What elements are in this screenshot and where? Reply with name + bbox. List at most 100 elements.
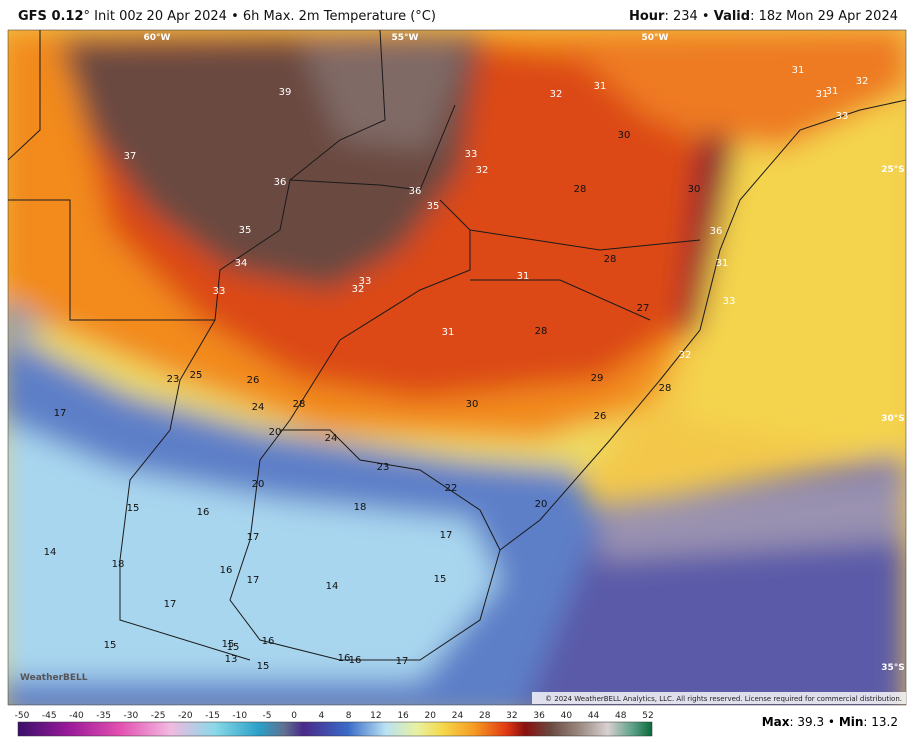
colorbar-tick-label: -5 <box>262 711 271 721</box>
temp-label: 15 <box>257 661 270 672</box>
temp-label: 14 <box>326 581 339 592</box>
model: GFS 0.12 <box>18 9 84 24</box>
temp-label: 18 <box>354 502 367 513</box>
colorbar-tick-label: 16 <box>397 711 409 721</box>
colorbar-tick-label: 20 <box>425 711 437 721</box>
temp-label: 35 <box>239 225 252 236</box>
colorbar-tick-label: 4 <box>319 711 325 721</box>
temp-label: 33 <box>213 286 226 297</box>
temp-label: 32 <box>352 284 365 295</box>
temp-label: 23 <box>167 374 180 385</box>
valid-value: : 18z Mon 29 Apr 2024 <box>750 9 898 24</box>
colorbar-tick-label: 32 <box>506 711 517 721</box>
colorbar-tick-label: -15 <box>205 711 220 721</box>
temp-label: 31 <box>792 65 805 76</box>
temp-label: 32 <box>856 76 869 87</box>
colorbar-tick-label: -10 <box>232 711 247 721</box>
temp-label: 33 <box>359 276 372 287</box>
colorbar-tick-label: -50 <box>15 711 30 721</box>
colorbar-tick-label: 40 <box>561 711 573 721</box>
temp-label: 35 <box>427 201 440 212</box>
max-value: : 39.3 • <box>789 715 839 729</box>
lon-label: 55°W <box>392 33 419 43</box>
temp-label: 22 <box>445 483 458 494</box>
temp-label: 31 <box>826 86 839 97</box>
temp-label: 26 <box>247 375 260 386</box>
temp-label: 15 <box>227 642 240 653</box>
temp-label: 17 <box>54 408 67 419</box>
valid-label: Valid <box>713 9 751 24</box>
run: ° Init 00z 20 Apr 2024 • 6h Max. 2m Temp… <box>83 9 436 24</box>
colorbar <box>17 721 653 737</box>
temp-label: 28 <box>659 383 672 394</box>
temp-label: 17 <box>396 656 409 667</box>
colorbar-tick-label: 8 <box>346 711 352 721</box>
lat-label: 25°S <box>881 165 905 175</box>
temp-label: 17 <box>247 532 260 543</box>
temp-label: 31 <box>594 81 607 92</box>
temp-label: 30 <box>688 184 701 195</box>
temp-label: 34 <box>235 258 248 269</box>
temp-label: 36 <box>710 226 723 237</box>
temp-label: 15 <box>222 639 235 650</box>
temp-label: 31 <box>716 258 729 269</box>
lat-label: 35°S <box>881 663 905 673</box>
temp-label: 24 <box>252 402 265 413</box>
temp-label: 31 <box>442 327 455 338</box>
hour-value: : 234 • <box>664 9 714 24</box>
temp-label: 27 <box>637 303 650 314</box>
temp-label: 28 <box>293 399 306 410</box>
footer: Max: 39.3 • Min: 13.2 <box>762 715 898 729</box>
colorbar-tick-label: 0 <box>291 711 297 721</box>
temp-label: 30 <box>466 399 479 410</box>
colorbar-tick-label: -35 <box>96 711 111 721</box>
temp-label: 15 <box>104 640 117 651</box>
temp-label: 36 <box>409 186 422 197</box>
temp-label: 17 <box>440 530 453 541</box>
colorbar-tick-label: 48 <box>615 711 627 721</box>
temp-label: 15 <box>434 574 447 585</box>
lon-label: 50°W <box>642 33 669 43</box>
temp-label: 31 <box>816 89 829 100</box>
temp-label: 20 <box>269 427 282 438</box>
copyright: © 2024 WeatherBELL Analytics, LLC. All r… <box>545 695 902 703</box>
temp-label: 28 <box>535 326 548 337</box>
colorbar-tick-label: 52 <box>642 711 653 721</box>
temp-label: 37 <box>124 151 137 162</box>
colorbar-tick-label: 44 <box>588 711 600 721</box>
temp-label: 33 <box>723 296 736 307</box>
temp-label: 18 <box>112 559 125 570</box>
header-left: GFS 0.12° Init 00z 20 Apr 2024 • 6h Max.… <box>18 9 436 24</box>
temp-label: 28 <box>574 184 587 195</box>
colorbar-tick-label: 28 <box>479 711 491 721</box>
colorbar-tick-label: -25 <box>151 711 166 721</box>
temp-label: 28 <box>604 254 617 265</box>
lat-label: 30°S <box>881 414 905 424</box>
temp-label: 16 <box>197 507 210 518</box>
temp-label: 16 <box>262 636 275 647</box>
temp-label: 14 <box>44 547 57 558</box>
colorbar-tick-label: 36 <box>533 711 545 721</box>
temp-label: 24 <box>325 433 338 444</box>
temp-label: 16 <box>349 655 362 666</box>
header-right: Hour: 234 • Valid: 18z Mon 29 Apr 2024 <box>629 9 898 24</box>
temp-label: 16 <box>338 653 351 664</box>
colorbar-tick-label: -20 <box>178 711 193 721</box>
temp-label: 39 <box>279 87 292 98</box>
temp-label: 20 <box>535 499 548 510</box>
temp-label: 32 <box>476 165 489 176</box>
max-label: Max <box>761 715 790 729</box>
temp-label: 36 <box>274 177 287 188</box>
colorbar-tick-label: -40 <box>69 711 84 721</box>
colorbar-tick-label: -30 <box>124 711 139 721</box>
lon-label: 60°W <box>144 33 171 43</box>
temp-label: 23 <box>377 462 390 473</box>
colorbar-tick-label: 12 <box>370 711 381 721</box>
temp-label: 30 <box>618 130 631 141</box>
colorbar-tick-label: -45 <box>42 711 57 721</box>
borders <box>8 30 906 661</box>
temp-label: 15 <box>127 503 140 514</box>
logo: WeatherBELL <box>20 673 88 683</box>
